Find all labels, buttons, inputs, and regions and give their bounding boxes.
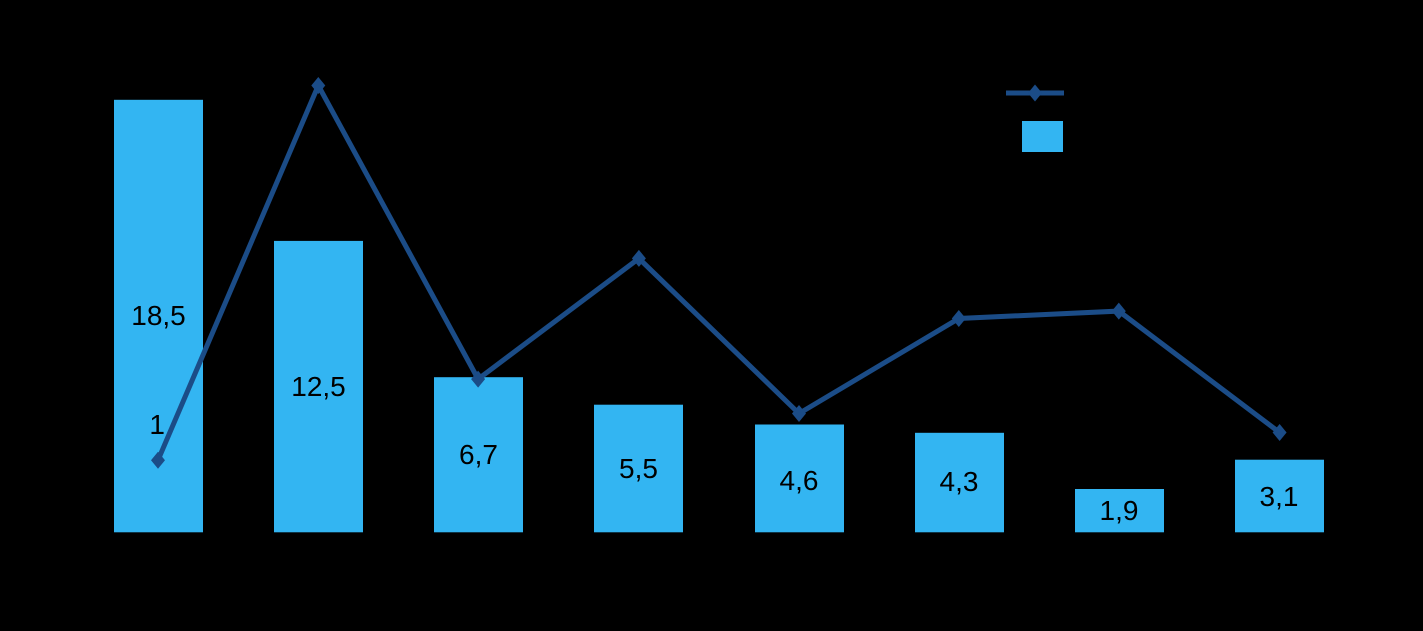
- svg-text:6,7: 6,7: [459, 439, 498, 470]
- svg-text:3,1: 3,1: [1260, 481, 1299, 512]
- svg-text:18,5: 18,5: [131, 300, 186, 331]
- svg-text:5,5: 5,5: [619, 453, 658, 484]
- svg-text:4,6: 4,6: [780, 465, 819, 496]
- svg-text:1,9: 1,9: [1100, 495, 1139, 526]
- svg-text:12,5: 12,5: [291, 371, 346, 402]
- svg-text:1: 1: [149, 409, 165, 440]
- svg-text:4,3: 4,3: [940, 466, 979, 497]
